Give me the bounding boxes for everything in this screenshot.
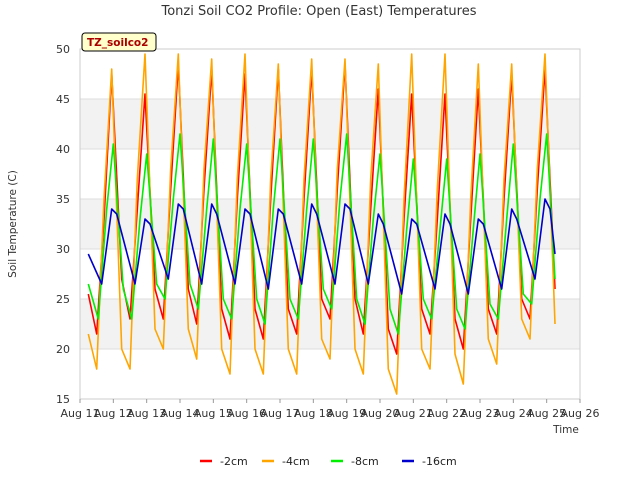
x-tick-label: Aug 16 bbox=[227, 407, 266, 420]
site-badge: TZ_soilco2 bbox=[81, 32, 157, 52]
chart-title: Tonzi Soil CO2 Profile: Open (East) Temp… bbox=[160, 4, 476, 19]
x-tick-label: Aug 22 bbox=[427, 407, 466, 420]
y-tick-label: 40 bbox=[56, 143, 70, 156]
y-tick-label: 50 bbox=[56, 43, 70, 56]
x-tick-label: Aug 11 bbox=[61, 407, 100, 420]
series-line bbox=[87, 198, 556, 295]
y-tick-label: 45 bbox=[56, 93, 70, 106]
legend-label: -4cm bbox=[282, 455, 310, 468]
x-tick-label: Aug 25 bbox=[527, 407, 566, 420]
y-tick-label: 25 bbox=[56, 293, 70, 306]
y-tick-label: 30 bbox=[56, 243, 70, 256]
series-layer bbox=[87, 53, 556, 395]
y-tick-label: 15 bbox=[56, 393, 70, 406]
legend-label: -16cm bbox=[422, 455, 457, 468]
legend-label: -2cm bbox=[220, 455, 248, 468]
x-tick-label: Aug 15 bbox=[194, 407, 233, 420]
y-axis-label: Soil Temperature (C) bbox=[7, 170, 19, 278]
legend: -2cm -4cm -8cm -16cm bbox=[200, 455, 457, 468]
legend-label: -8cm bbox=[351, 455, 379, 468]
x-axis-label: Time bbox=[552, 424, 579, 436]
x-tick-label: Aug 13 bbox=[127, 407, 166, 420]
x-tick-label: Aug 23 bbox=[461, 407, 500, 420]
x-tick-label: Aug 20 bbox=[361, 407, 400, 420]
x-tick-label: Aug 21 bbox=[394, 407, 433, 420]
site-badge-label: TZ_soilco2 bbox=[87, 37, 148, 49]
series-line bbox=[87, 133, 556, 335]
site-badge-box bbox=[81, 32, 157, 52]
x-tick-label: Aug 24 bbox=[494, 407, 533, 420]
x-tick-label: Aug 26 bbox=[561, 407, 600, 420]
plot-border bbox=[79, 48, 581, 400]
x-tick-label: Aug 19 bbox=[327, 407, 366, 420]
x-tick-label: Aug 18 bbox=[294, 407, 333, 420]
background-band bbox=[80, 199, 580, 249]
x-tick-label: Aug 12 bbox=[94, 407, 133, 420]
x-tick-label: Aug 17 bbox=[261, 407, 300, 420]
y-axis-ticks: 15 20 25 30 35 40 45 50 bbox=[56, 43, 70, 406]
x-tick-label: Aug 14 bbox=[161, 407, 200, 420]
background-band bbox=[80, 99, 580, 149]
y-tick-label: 35 bbox=[56, 193, 70, 206]
y-tick-label: 20 bbox=[56, 343, 70, 356]
